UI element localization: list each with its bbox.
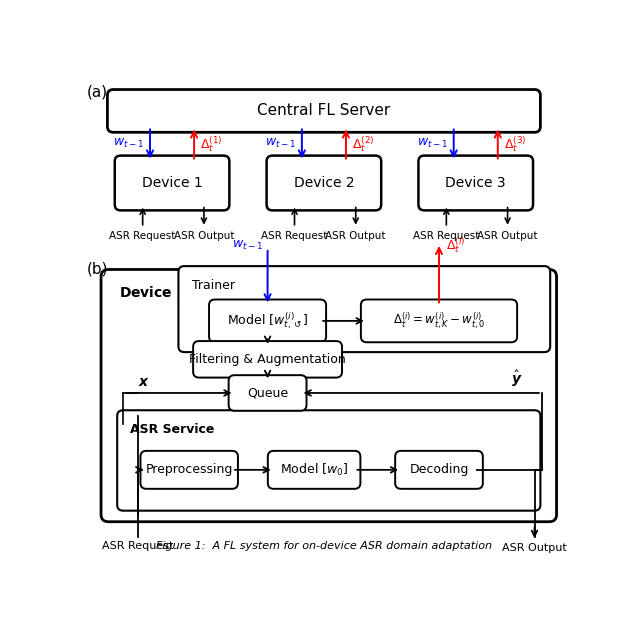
Text: (a): (a) <box>87 84 107 99</box>
Text: Model $[w_0]$: Model $[w_0]$ <box>280 462 348 478</box>
Text: $\Delta_t^{(i)} = w_{t,K}^{(i)} - w_{t,0}^{(i)}$: $\Delta_t^{(i)} = w_{t,K}^{(i)} - w_{t,0… <box>392 311 485 331</box>
Text: ASR Service: ASR Service <box>130 423 215 436</box>
FancyBboxPatch shape <box>229 375 307 411</box>
FancyBboxPatch shape <box>361 300 517 343</box>
Text: ASR Output: ASR Output <box>477 231 538 241</box>
Text: $\Delta_t^{(2)}$: $\Delta_t^{(2)}$ <box>352 134 374 154</box>
Text: Central FL Server: Central FL Server <box>257 104 391 119</box>
Text: $\Delta_t^{(1)}$: $\Delta_t^{(1)}$ <box>200 134 222 154</box>
Text: $\boldsymbol{x}$: $\boldsymbol{x}$ <box>138 375 150 389</box>
Text: $w_{t-1}$: $w_{t-1}$ <box>231 239 263 252</box>
FancyBboxPatch shape <box>178 266 550 352</box>
FancyBboxPatch shape <box>268 451 360 489</box>
Text: ASR Request: ASR Request <box>109 231 176 241</box>
Text: Preprocessing: Preprocessing <box>145 464 233 476</box>
Text: Device $i$: Device $i$ <box>119 285 182 300</box>
Text: ASR Request: ASR Request <box>261 231 328 241</box>
FancyBboxPatch shape <box>267 155 381 210</box>
Text: $\Delta_t^{(i)}$: $\Delta_t^{(i)}$ <box>446 236 466 255</box>
Text: Model $[w_{t,\circlearrowleft}^{(i)}]$: Model $[w_{t,\circlearrowleft}^{(i)}]$ <box>227 311 308 331</box>
FancyBboxPatch shape <box>209 300 326 343</box>
FancyBboxPatch shape <box>115 155 229 210</box>
Text: ASR Output: ASR Output <box>174 231 234 241</box>
Text: ASR Request: ASR Request <box>413 231 480 241</box>
Text: Figure 1:  A FL system for on-device ASR domain adaptation: Figure 1: A FL system for on-device ASR … <box>156 540 492 550</box>
Text: (b): (b) <box>87 262 108 277</box>
FancyBboxPatch shape <box>140 451 238 489</box>
Text: Trainer: Trainer <box>191 279 234 292</box>
FancyBboxPatch shape <box>107 89 540 132</box>
Text: $w_{t-1}$: $w_{t-1}$ <box>416 137 448 150</box>
Text: $\Delta_t^{(3)}$: $\Delta_t^{(3)}$ <box>504 134 526 154</box>
Text: Decoding: Decoding <box>410 464 469 476</box>
FancyBboxPatch shape <box>395 451 483 489</box>
Text: ASR Output: ASR Output <box>502 544 567 553</box>
FancyBboxPatch shape <box>117 410 540 510</box>
Text: ASR Request: ASR Request <box>102 541 173 551</box>
FancyBboxPatch shape <box>418 155 533 210</box>
Text: $w_{t-1}$: $w_{t-1}$ <box>113 137 144 150</box>
Text: Device 1: Device 1 <box>142 176 202 190</box>
Text: $\hat{\boldsymbol{y}}$: $\hat{\boldsymbol{y}}$ <box>511 369 522 389</box>
Text: $w_{t-1}$: $w_{t-1}$ <box>265 137 296 150</box>
Text: ASR Output: ASR Output <box>325 231 386 241</box>
Text: Device 2: Device 2 <box>294 176 354 190</box>
Text: Device 3: Device 3 <box>446 176 506 190</box>
FancyBboxPatch shape <box>193 341 342 378</box>
Text: Queue: Queue <box>247 386 288 399</box>
Text: Filtering & Augmentation: Filtering & Augmentation <box>189 353 346 366</box>
FancyBboxPatch shape <box>101 270 557 522</box>
